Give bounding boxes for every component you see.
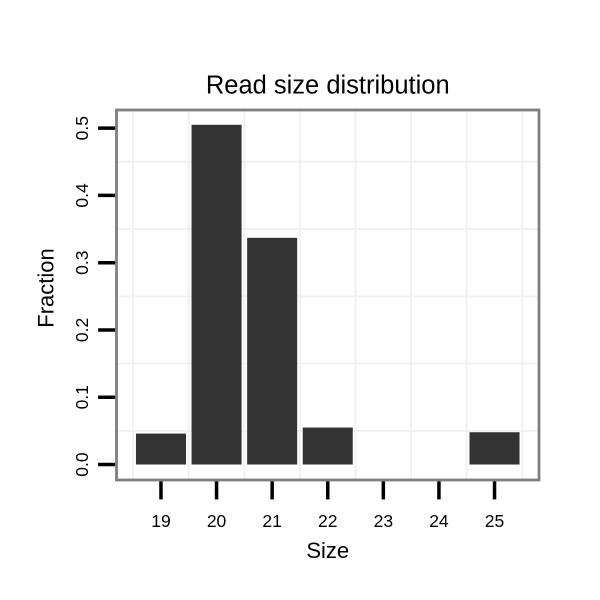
x-tick-label: 22 <box>318 511 337 531</box>
y-tick-label: 0.4 <box>72 183 92 208</box>
bar-25 <box>469 432 520 465</box>
x-axis-title: Size <box>306 538 349 563</box>
panel-background <box>116 110 539 480</box>
bar-21 <box>247 237 298 465</box>
y-axis-title: Fraction <box>34 248 59 327</box>
chart-title: Read size distribution <box>206 72 450 100</box>
x-tick-label: 19 <box>151 511 170 531</box>
plot-layers: 19 20 21 22 23 24 25 0.0 0.1 0.2 0.3 0.4 0.5 <box>72 108 541 531</box>
y-tick-label: 0.5 <box>72 116 92 140</box>
x-tick-label: 20 <box>207 511 227 531</box>
x-tick-label: 24 <box>429 511 449 531</box>
y-tick-label: 0.1 <box>72 385 92 409</box>
y-tick-label: 0.3 <box>72 251 92 275</box>
y-tick-label: 0.2 <box>72 318 92 342</box>
bar-19 <box>135 433 186 465</box>
y-tick-label: 0.0 <box>72 452 92 477</box>
x-tick-label: 25 <box>485 511 504 531</box>
bar-20 <box>191 124 242 465</box>
x-tick-label: 23 <box>374 511 393 531</box>
bar-22 <box>302 427 353 465</box>
x-tick-label: 21 <box>262 511 281 531</box>
panel-border <box>115 108 541 482</box>
